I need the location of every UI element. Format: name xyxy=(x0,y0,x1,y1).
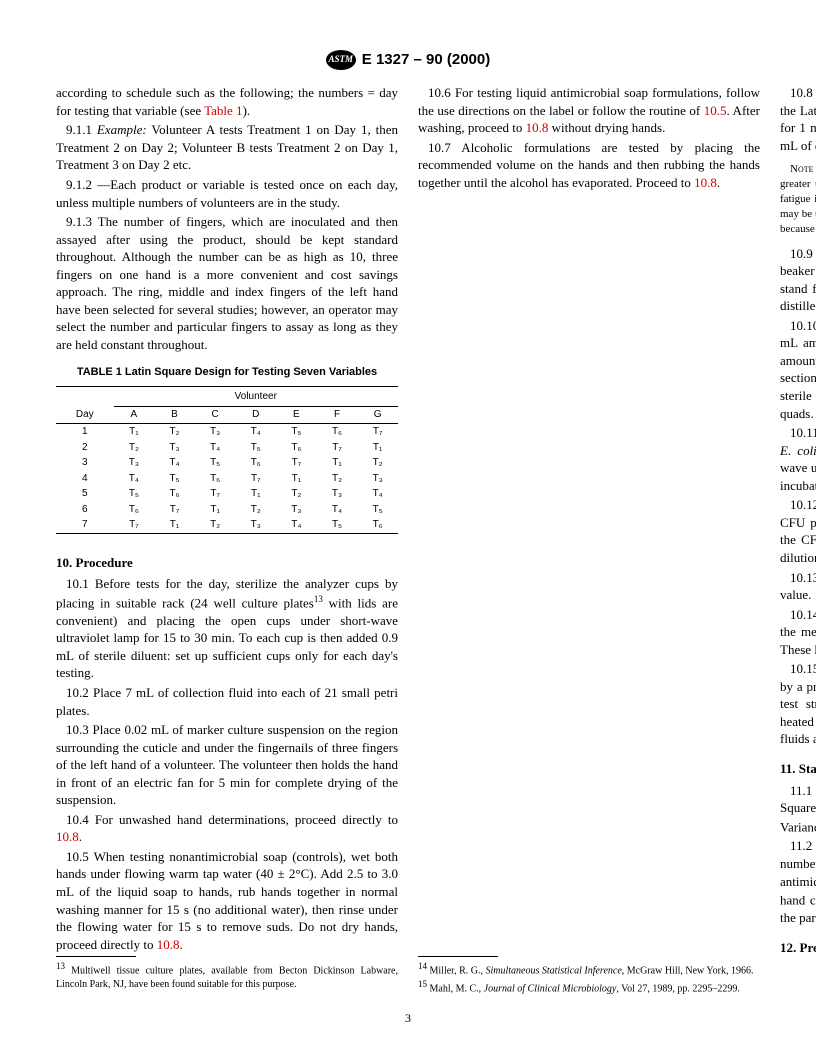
table-col-header: B xyxy=(154,406,195,424)
para-10-15: 10.15 If an estimation of the degree of … xyxy=(780,660,816,748)
sec-12-heading: 12. Precision and Bias xyxy=(780,939,816,957)
content-columns: according to schedule such as the follow… xyxy=(56,84,760,964)
para-10-10: 10.10 Perform serial 10-fold dilutions b… xyxy=(780,317,816,422)
page-number: 3 xyxy=(0,1010,816,1026)
table-row: 6T₆T₇T₁T₂T₃T₄T₅ xyxy=(56,502,398,518)
xref-10-8a[interactable]: 10.8 xyxy=(56,829,79,844)
para-9-intro: according to schedule such as the follow… xyxy=(56,84,398,119)
table-col-header: C xyxy=(195,406,236,424)
table-col-header: F xyxy=(317,406,358,424)
para-10-1: 10.1 Before tests for the day, sterilize… xyxy=(56,575,398,682)
xref-10-8c[interactable]: 10.8 xyxy=(526,120,549,135)
footnotes: 13 Multiwell tissue culture plates, avai… xyxy=(56,956,760,996)
para-11-2: 11.2 In tests where a small number of va… xyxy=(780,837,816,926)
table-col-header: D xyxy=(235,406,276,424)
note-2: Note 2—Although manual toothbrushes may … xyxy=(780,162,816,236)
table-col-header: Day xyxy=(56,406,114,424)
table-row: 7T₇T₁T₂T₃T₄T₅T₆ xyxy=(56,517,398,533)
table-row: 3T₃T₄T₅T₆T₇T₁T₂ xyxy=(56,455,398,471)
para-10-13: 10.13 Convert each CFU per finger determ… xyxy=(780,569,816,604)
para-10-14: 10.14 Determine the mean log₁₀ CFU per f… xyxy=(780,606,816,659)
para-10-3: 10.3 Place 0.02 mL of marker culture sus… xyxy=(56,721,398,809)
para-10-2: 10.2 Place 7 mL of collection fluid into… xyxy=(56,684,398,719)
para-10-5: 10.5 When testing nonantimicrobial soap … xyxy=(56,848,398,953)
table-col-header: G xyxy=(357,406,398,424)
table-row: 2T₂T₃T₄T₅T₆T₇T₁ xyxy=(56,440,398,456)
table-1-title: TABLE 1 Latin Square Design for Testing … xyxy=(56,365,398,380)
para-10-4: 10.4 For unwashed hand determinations, p… xyxy=(56,811,398,846)
table-col-header: E xyxy=(276,406,317,424)
para-10-9: 10.9 After each scrubbing, the brushes a… xyxy=(780,245,816,315)
para-10-7: 10.7 Alcoholic formulations are tested b… xyxy=(418,139,760,192)
xref-10-5[interactable]: 10.5 xyxy=(704,103,727,118)
sec-11-heading: 11. Statistical Evaluations xyxy=(780,760,816,778)
para-11-1: 11.1 The completed table of data obtaine… xyxy=(780,782,816,836)
table-row: 1T₁T₂T₃T₄T₅T₆T₇ xyxy=(56,424,398,440)
para-10-6: 10.6 For testing liquid antimicrobial so… xyxy=(418,84,760,137)
page-header: ASTM E 1327 – 90 (2000) xyxy=(56,50,760,70)
footnote-15: 15 Mahl, M. C., Journal of Clinical Micr… xyxy=(418,978,760,996)
table-super-header: Volunteer xyxy=(114,387,398,407)
designation: E 1327 – 90 (2000) xyxy=(362,50,490,70)
footnote-13: 13 Multiwell tissue culture plates, avai… xyxy=(56,960,398,991)
astm-logo: ASTM xyxy=(326,50,356,70)
table-col-header: A xyxy=(114,406,155,424)
table-1: TABLE 1 Latin Square Design for Testing … xyxy=(56,365,398,533)
table1-xref[interactable]: Table 1 xyxy=(204,103,242,118)
xref-10-8d[interactable]: 10.8 xyxy=(694,175,717,190)
table-row: 5T₅T₆T₇T₁T₂T₃T₄ xyxy=(56,486,398,502)
para-9-1-2: 9.1.2 —Each product or variable is teste… xyxy=(56,176,398,211)
footnote-14: 14 Miller, R. G., Simultaneous Statistic… xyxy=(418,960,760,978)
para-10-12: 10.12 Count the red pigmented S. marcesc… xyxy=(780,496,816,566)
para-9-1-3: 9.1.3 The number of fingers, which are i… xyxy=(56,213,398,353)
table-row: 4T₄T₅T₆T₇T₁T₂T₃ xyxy=(56,471,398,487)
para-10-8: 10.8 After performing the procedure for … xyxy=(780,84,816,154)
sec-10-heading: 10. Procedure xyxy=(56,554,398,572)
para-10-11: 10.11 Incubate inverted plates at 37°C f… xyxy=(780,424,816,494)
para-9-1-1: 9.1.1 Example: Volunteer A tests Treatme… xyxy=(56,121,398,174)
xref-10-8b[interactable]: 10.8 xyxy=(157,937,180,952)
